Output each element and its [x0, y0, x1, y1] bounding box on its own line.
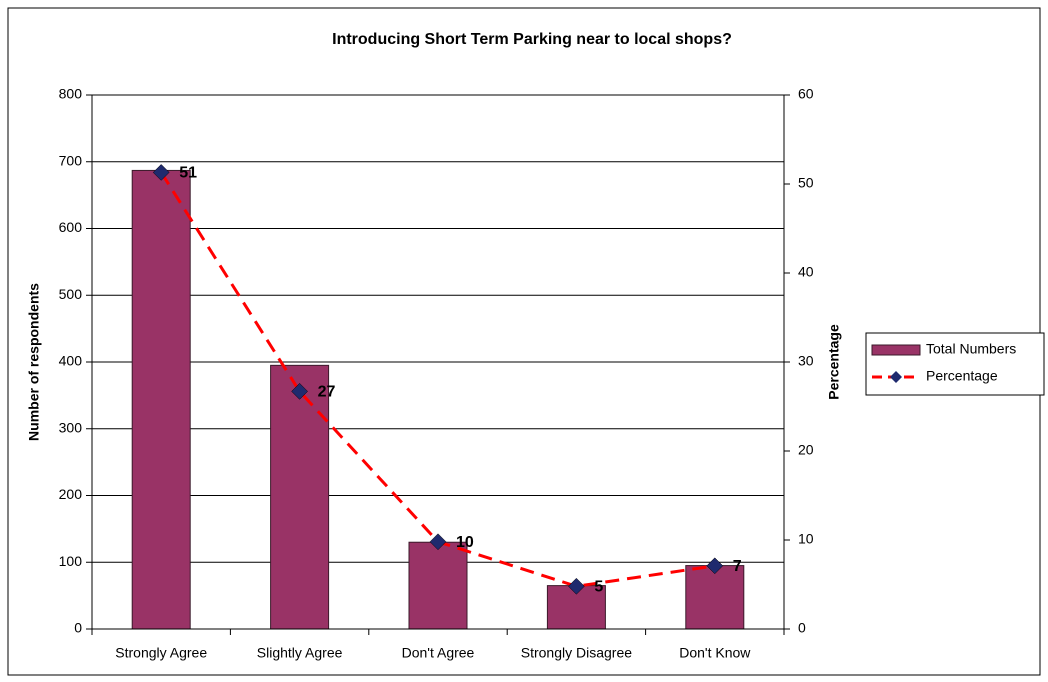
y-tick-label: 100 — [59, 553, 83, 569]
legend-label: Percentage — [926, 368, 998, 384]
y2-tick-label: 30 — [798, 353, 814, 369]
y2-tick-label: 40 — [798, 264, 814, 280]
data-label: 51 — [179, 165, 197, 182]
bar — [685, 565, 745, 630]
x-tick-label: Slightly Agree — [257, 645, 343, 661]
y2-tick-label: 60 — [798, 86, 814, 102]
bar — [408, 541, 468, 630]
legend-swatch — [871, 344, 921, 356]
marker — [706, 557, 724, 575]
y-axis-label: Number of respondents — [26, 283, 42, 441]
marker — [429, 533, 447, 551]
data-label: 5 — [594, 578, 603, 595]
y-tick-label: 500 — [59, 286, 83, 302]
x-tick-label: Don't Agree — [402, 645, 475, 661]
bar — [131, 169, 191, 630]
y-tick-label: 600 — [59, 219, 83, 235]
y-tick-label: 400 — [59, 353, 83, 369]
x-tick-label: Don't Know — [679, 645, 751, 661]
y-tick-label: 800 — [59, 86, 83, 102]
legend-marker — [890, 371, 902, 383]
marker — [291, 383, 308, 400]
chart-title: Introducing Short Term Parking near to l… — [332, 31, 732, 48]
y-tick-label: 200 — [59, 486, 83, 502]
data-label: 7 — [733, 558, 742, 575]
data-label: 27 — [318, 384, 336, 401]
legend-label: Total Numbers — [926, 341, 1016, 357]
y2-tick-label: 0 — [798, 620, 806, 636]
y2-axis-label: Percentage — [826, 324, 842, 400]
y2-tick-label: 10 — [798, 531, 814, 547]
bar — [270, 364, 330, 630]
legend-box — [865, 332, 1045, 396]
marker — [152, 164, 170, 181]
marker — [568, 577, 585, 595]
x-tick-label: Strongly Disagree — [521, 645, 632, 661]
x-tick-label: Strongly Agree — [115, 645, 207, 661]
data-label: 10 — [456, 534, 474, 551]
y2-tick-label: 50 — [798, 175, 814, 191]
y-tick-label: 300 — [59, 419, 83, 435]
y-tick-label: 700 — [59, 152, 83, 168]
y-tick-label: 0 — [74, 620, 82, 636]
y2-tick-label: 20 — [798, 442, 814, 458]
